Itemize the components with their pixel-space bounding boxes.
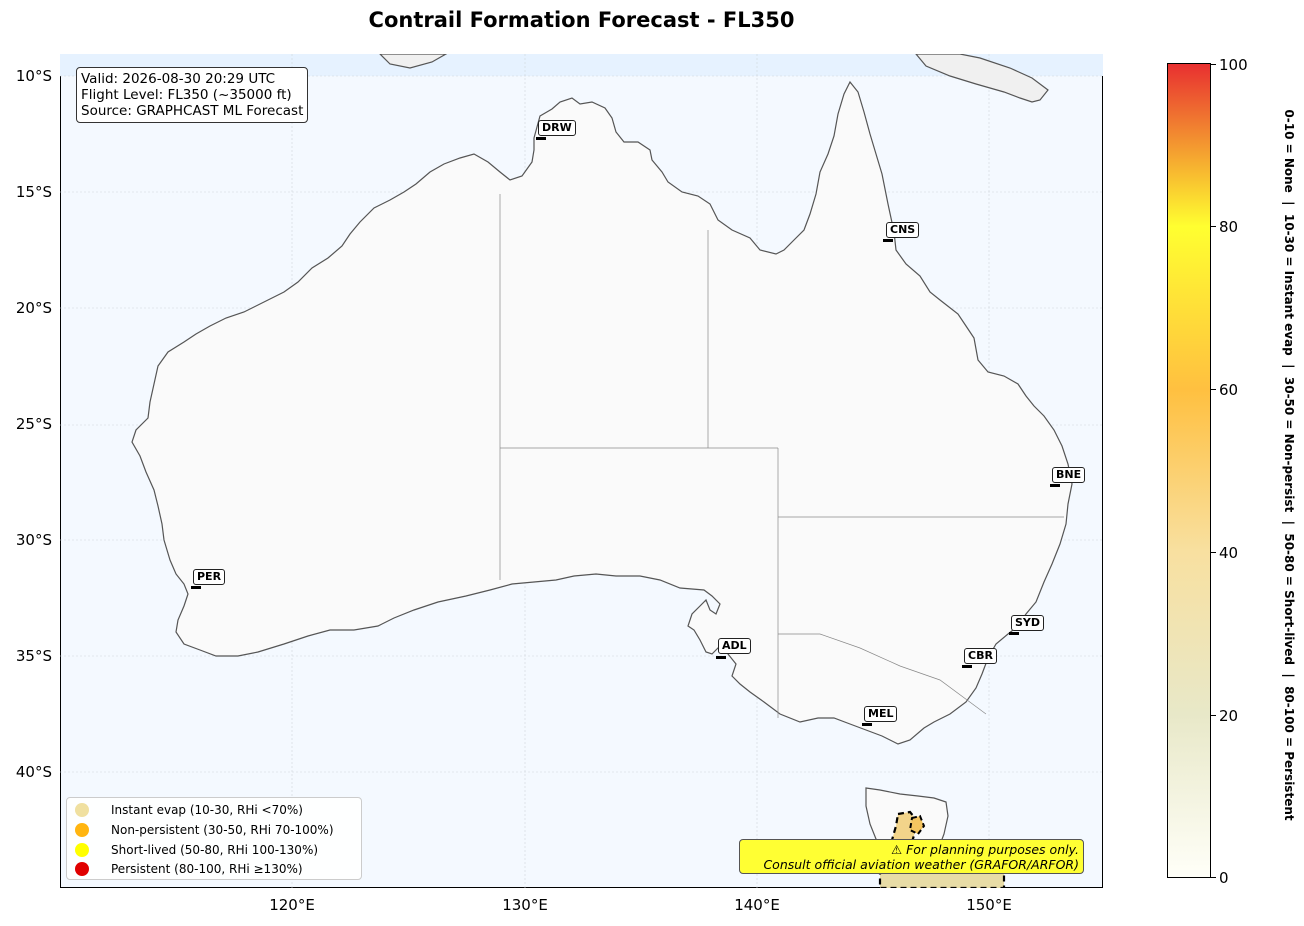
colorbar-tick-label: 60: [1219, 381, 1239, 399]
city-label-per[interactable]: PER: [193, 569, 226, 585]
city-marker-adl: [716, 656, 726, 659]
city-label-cbr[interactable]: CBR: [964, 648, 997, 664]
lon-label: 130°E: [502, 896, 548, 914]
city-label-bne[interactable]: BNE: [1052, 467, 1086, 483]
city-marker-mel: [862, 723, 872, 726]
disclaimer-box: ⚠ For planning purposes only. Consult of…: [739, 839, 1084, 874]
legend-dot: [75, 843, 89, 857]
colorbar-tick: [1211, 226, 1216, 227]
legend-label: Non-persistent (30-50, RHi 70-100%): [111, 823, 334, 837]
lon-label: 140°E: [734, 896, 780, 914]
city-marker-syd: [1009, 632, 1019, 635]
valid-time: Valid: 2026-08-30 20:29 UTC: [81, 71, 276, 87]
chart-title: Contrail Formation Forecast - FL350: [368, 8, 795, 32]
forecast-info-box: Valid: 2026-08-30 20:29 UTC Flight Level:…: [76, 67, 309, 123]
lat-label: 10°S: [15, 67, 52, 85]
new-guinea-coast: [379, 54, 448, 69]
colorbar-tick-label: 100: [1219, 56, 1248, 74]
city-marker-per: [191, 586, 201, 589]
colorbar-tick: [1211, 715, 1216, 716]
legend-label: Short-lived (50-80, RHi 100-130%): [111, 843, 319, 857]
colorbar-category-label: 0-10 = None | 10-30 = Instant evap | 30-…: [1282, 109, 1296, 821]
legend-item: Non-persistent (30-50, RHi 70-100%): [75, 821, 334, 839]
colorbar-tick-label: 20: [1219, 707, 1239, 725]
disclaimer-line-2: Consult official aviation weather (GRAFO…: [763, 857, 1079, 872]
city-label-mel[interactable]: MEL: [864, 706, 898, 722]
city-label-syd[interactable]: SYD: [1011, 615, 1045, 631]
map-canvas[interactable]: [60, 54, 1103, 888]
lat-label: 30°S: [15, 531, 52, 549]
legend-label: Persistent (80-100, RHi ≥130%): [111, 862, 303, 876]
lat-label: 40°S: [15, 763, 52, 781]
new-guinea-east: [915, 54, 1049, 103]
city-label-adl[interactable]: ADL: [718, 638, 751, 654]
colorbar: [1167, 63, 1211, 878]
legend-dot: [75, 823, 89, 837]
australia-mainland: [131, 80, 1073, 745]
legend-dot: [75, 803, 89, 817]
city-marker-cns: [883, 239, 893, 242]
colorbar-tick-label: 40: [1219, 544, 1239, 562]
colorbar-tick: [1211, 877, 1216, 878]
colorbar-tick: [1211, 389, 1216, 390]
colorbar-tick: [1211, 552, 1216, 553]
city-marker-cbr: [962, 665, 972, 668]
city-label-drw[interactable]: DRW: [538, 120, 576, 136]
legend-label: Instant evap (10-30, RHi <70%): [111, 803, 303, 817]
colorbar-tick-label: 80: [1219, 218, 1239, 236]
colorbar-tick: [1211, 64, 1216, 65]
category-legend: Instant evap (10-30, RHi <70%) Non-persi…: [66, 797, 362, 880]
flight-level: Flight Level: FL350 (~35000 ft): [81, 87, 292, 103]
top-band: [60, 54, 1103, 76]
city-marker-drw: [536, 137, 546, 140]
lat-label: 20°S: [15, 299, 52, 317]
lon-label: 120°E: [269, 896, 315, 914]
city-label-cns[interactable]: CNS: [886, 222, 920, 238]
lat-label: 25°S: [15, 415, 52, 433]
lat-label: 15°S: [15, 183, 52, 201]
lon-label: 150°E: [966, 896, 1012, 914]
city-marker-bne: [1050, 484, 1060, 487]
state-borders: [499, 194, 1064, 718]
legend-dot: [75, 862, 89, 876]
legend-item: Persistent (80-100, RHi ≥130%): [75, 860, 303, 878]
colorbar-tick-label: 0: [1219, 869, 1229, 887]
legend-item: Instant evap (10-30, RHi <70%): [75, 801, 303, 819]
legend-item: Short-lived (50-80, RHi 100-130%): [75, 841, 318, 859]
lat-label: 35°S: [15, 647, 52, 665]
data-source: Source: GRAPHCAST ML Forecast: [81, 103, 304, 119]
disclaimer-line-1: ⚠ For planning purposes only.: [891, 842, 1079, 857]
